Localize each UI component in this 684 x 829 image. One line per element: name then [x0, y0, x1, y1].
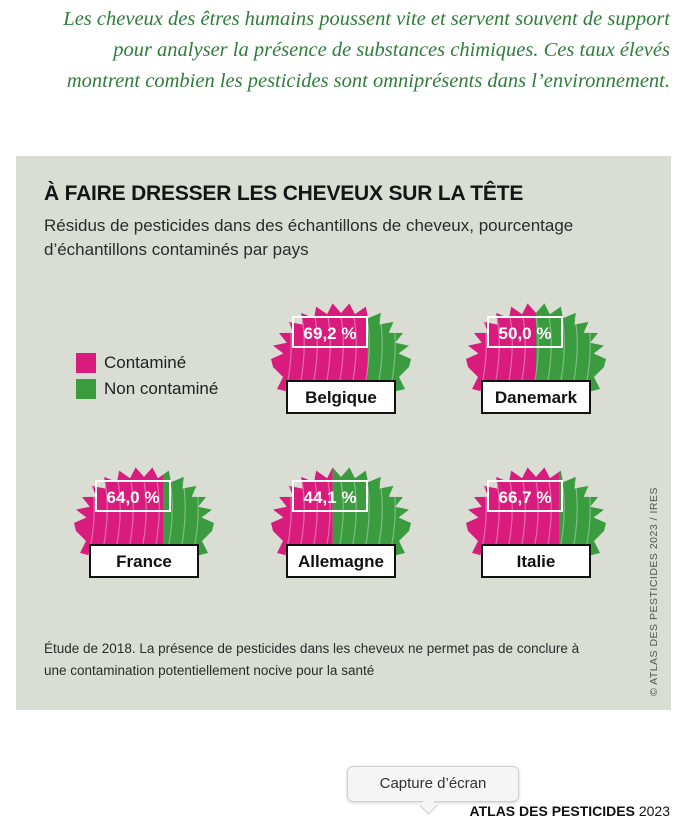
country-box-0 — [286, 380, 396, 414]
value-box-4 — [487, 480, 563, 512]
screenshot-tooltip: Capture d’écran — [347, 766, 519, 802]
brand-footer: ATLAS DES PESTICIDES 2023 — [470, 803, 670, 819]
value-label-3: 44,1 % — [304, 488, 357, 507]
hair-mark-2: 64,0 % France — [74, 467, 214, 578]
legend-item-contamine: Contaminé — [76, 350, 218, 376]
value-label-2: 64,0 % — [107, 488, 160, 507]
legend-label-non-contamine: Non contaminé — [104, 379, 219, 398]
value-box-1 — [487, 316, 563, 348]
credit-line: © ATLAS DES PESTICIDES 2023 / IRES — [648, 487, 660, 696]
legend-swatch-non-contamine — [76, 379, 96, 399]
country-box-1 — [481, 380, 591, 414]
legend-label-contamine: Contaminé — [104, 353, 187, 372]
value-label-4: 66,7 % — [499, 488, 552, 507]
legend-swatch-contamine — [76, 353, 96, 373]
hair-mark-4: 66,7 % Italie — [466, 467, 606, 578]
brand-year: 2023 — [634, 803, 670, 819]
country-box-4 — [481, 544, 591, 578]
country-box-2 — [89, 544, 199, 578]
country-box-3 — [286, 544, 396, 578]
value-label-0: 69,2 % — [304, 324, 357, 343]
chart-legend: Contaminé Non contaminé — [76, 350, 218, 402]
country-label-2: France — [116, 552, 172, 571]
hair-chart: 69,2 % Belgique 50,0 % Danemark 64,0 % France… — [74, 303, 606, 578]
hair-mark-3: 44,1 % Allemagne — [271, 467, 411, 578]
chart-title: À FAIRE DRESSER LES CHEVEUX SUR LA TÊTE — [44, 182, 524, 205]
hair-mark-1: 50,0 % Danemark — [466, 303, 606, 414]
value-box-2 — [95, 480, 171, 512]
chart-subtitle: Résidus de pesticides dans des échantill… — [44, 216, 574, 259]
intro-text: Les cheveux des êtres humains poussent v… — [63, 8, 670, 92]
footnote: Étude de 2018. La présence de pesticides… — [44, 641, 580, 678]
country-label-4: Italie — [517, 552, 556, 571]
hair-mark-0: 69,2 % Belgique — [271, 303, 411, 414]
legend-item-non-contamine: Non contaminé — [76, 376, 218, 402]
brand-name: ATLAS DES PESTICIDES — [469, 803, 635, 819]
country-label-3: Allemagne — [298, 552, 384, 571]
value-box-0 — [292, 316, 368, 348]
country-label-1: Danemark — [495, 388, 578, 407]
country-label-0: Belgique — [305, 388, 377, 407]
value-label-1: 50,0 % — [499, 324, 552, 343]
infographic-panel: À FAIRE DRESSER LES CHEVEUX SUR LA TÊTE … — [16, 156, 671, 710]
value-box-3 — [292, 480, 368, 512]
